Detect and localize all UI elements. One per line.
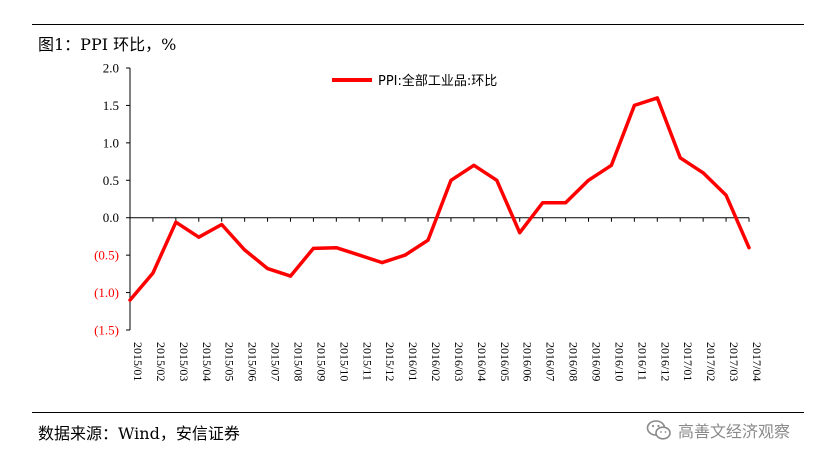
y-tick-label: (0.5) (94, 248, 119, 263)
series-line (128, 96, 751, 302)
x-tick-label: 2015/10 (337, 342, 351, 381)
x-tick-label: 2017/01 (681, 342, 695, 381)
x-tick-label: 2016/04 (475, 342, 489, 381)
data-point (334, 246, 338, 250)
data-point (632, 103, 636, 107)
y-tick-label: (1.0) (94, 285, 119, 300)
legend-label: PPI:全部工业品:环比 (378, 73, 497, 89)
x-tick-label: 2015/03 (177, 342, 191, 381)
watermark-text: 高善文经济观察 (678, 422, 791, 441)
data-point (564, 201, 568, 205)
x-tick-label: 2016/05 (498, 342, 512, 381)
x-tick-label: 2015/02 (154, 342, 168, 381)
data-point (426, 238, 430, 242)
data-point (357, 253, 361, 257)
data-point (495, 178, 499, 182)
x-tick-label: 2016/03 (452, 342, 466, 381)
data-point (609, 163, 613, 167)
wechat-icon (646, 420, 671, 440)
x-tick-label: 2016/07 (544, 342, 558, 381)
x-tick-label: 2015/01 (131, 342, 145, 381)
data-point (724, 193, 728, 197)
data-point (403, 253, 407, 257)
data-point (518, 231, 522, 235)
y-tick-label: 1.0 (103, 135, 119, 150)
series-area (128, 96, 751, 302)
data-point (311, 246, 315, 250)
data-point (197, 235, 201, 239)
data-point (151, 271, 155, 275)
x-axis: 2015/01 2015/02 2015/03 2015/04 2015/05 2015/… (129, 217, 764, 381)
x-tick-label: 2016/06 (521, 342, 535, 381)
data-point (243, 248, 247, 252)
x-tick-label: 2017/02 (704, 342, 718, 381)
data-point (701, 171, 705, 175)
x-tick-label: 2017/04 (750, 342, 764, 381)
legend: PPI:全部工业品:环比 (332, 73, 497, 89)
data-point (541, 201, 545, 205)
x-tick-label: 2016/12 (658, 342, 672, 381)
chart-title: 图1：PPI 环比，% (38, 35, 177, 54)
x-tick-label: 2015/08 (291, 342, 305, 381)
data-point (220, 222, 224, 226)
x-tick-label: 2016/10 (612, 342, 626, 381)
data-point (747, 246, 751, 250)
watermark: 高善文经济观察 (646, 417, 790, 443)
x-tick-label: 2016/01 (406, 342, 420, 381)
y-tick-label: 0.0 (103, 210, 119, 225)
x-tick-label: 2016/02 (429, 342, 443, 381)
x-tick-label: 2015/11 (360, 342, 374, 381)
y-tick-label: (1.5) (94, 323, 119, 338)
x-tick-label: 2015/09 (314, 342, 328, 381)
data-point (655, 96, 659, 100)
data-point (587, 178, 591, 182)
x-tick-label: 2016/09 (590, 342, 604, 381)
data-point (174, 220, 178, 224)
data-point (472, 163, 476, 167)
y-tick-label: 2.0 (103, 61, 119, 76)
x-tick-label: 2015/06 (246, 342, 260, 381)
bottom-rule (32, 412, 804, 413)
x-tick-label: 2016/11 (635, 342, 649, 381)
x-tick-label: 2015/07 (269, 342, 283, 381)
y-axis: 2.0 1.5 1.0 0.5 0.0 (0.5) (1.0) (1.5) (94, 61, 131, 338)
top-rule (32, 24, 804, 25)
x-tick-label: 2017/03 (727, 342, 741, 381)
data-point (266, 267, 270, 271)
x-tick-label: 2015/04 (200, 342, 214, 381)
source-note: 数据来源：Wind，安信证券 (38, 424, 240, 443)
y-tick-label: 1.5 (103, 98, 119, 113)
data-point (678, 156, 682, 160)
y-tick-label: 0.5 (103, 173, 119, 188)
data-point (449, 178, 453, 182)
data-point (380, 261, 384, 265)
x-tick-label: 2015/05 (223, 342, 237, 381)
data-point (288, 274, 292, 278)
data-point (128, 298, 132, 302)
x-tick-label: 2015/12 (383, 342, 397, 381)
x-tick-label: 2016/08 (567, 342, 581, 381)
